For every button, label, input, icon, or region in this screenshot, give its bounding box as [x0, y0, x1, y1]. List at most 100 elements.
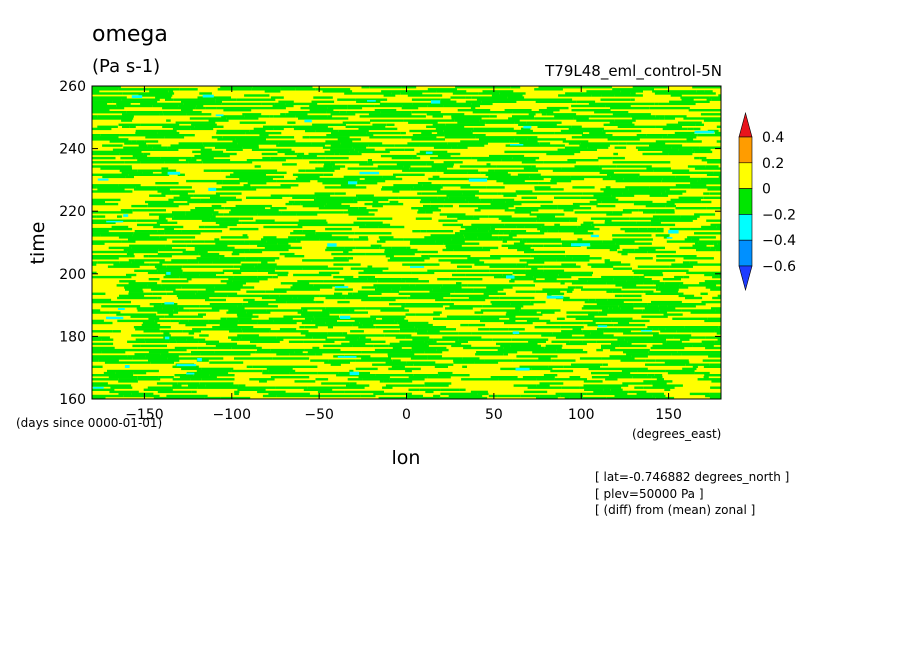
field-cell	[526, 131, 555, 135]
field-cell	[358, 207, 367, 210]
field-cell	[627, 340, 667, 343]
field-cell	[219, 323, 238, 327]
field-cell	[92, 200, 105, 204]
field-cell	[314, 192, 335, 195]
field-cell	[566, 342, 587, 346]
field-cell	[181, 100, 216, 103]
field-cell	[656, 288, 679, 291]
field-cell	[123, 146, 153, 149]
field-cell	[132, 154, 148, 158]
field-cell	[708, 355, 721, 358]
field-cell	[120, 156, 136, 160]
field-cell	[92, 359, 99, 362]
field-cell	[187, 259, 220, 262]
field-cell	[620, 307, 634, 310]
field-cell	[96, 186, 136, 189]
field-cell	[704, 374, 721, 377]
field-cell	[719, 131, 721, 135]
field-cell	[706, 219, 721, 222]
field-cell	[529, 175, 571, 179]
field-cell	[186, 372, 195, 375]
field-cell	[669, 265, 693, 268]
field-cell	[525, 265, 544, 268]
field-cell	[558, 94, 592, 97]
field-cell	[438, 374, 470, 377]
field-cell	[614, 102, 655, 106]
field-cell	[637, 265, 670, 268]
field-cell	[131, 348, 146, 352]
field-cell	[536, 219, 570, 222]
field-cell	[215, 146, 243, 149]
field-cell	[242, 234, 248, 237]
field-cell	[442, 223, 463, 227]
field-cell	[208, 119, 229, 122]
field-cell	[145, 355, 179, 358]
field-cell	[327, 106, 348, 110]
field-cell	[365, 252, 397, 256]
field-cell	[325, 338, 358, 341]
field-cell	[443, 104, 480, 108]
field-cell	[467, 284, 499, 287]
field-cell	[543, 374, 558, 377]
field-cell	[587, 263, 611, 266]
field-cell	[678, 196, 704, 199]
field-cell	[236, 313, 253, 316]
field-cell	[539, 217, 578, 220]
field-cell	[261, 261, 268, 264]
field-cell	[182, 271, 225, 275]
field-cell	[347, 257, 353, 260]
field-cell	[684, 326, 719, 329]
field-cell	[222, 269, 234, 272]
field-cell	[278, 142, 312, 145]
field-cell	[538, 182, 557, 185]
field-cell	[112, 148, 148, 151]
field-cell	[649, 380, 673, 383]
field-cell	[311, 142, 341, 145]
field-cell	[294, 351, 303, 354]
field-cell	[172, 127, 191, 131]
field-cell	[398, 196, 438, 199]
field-cell	[92, 348, 131, 352]
field-cell	[695, 351, 721, 354]
field-cell	[284, 152, 298, 156]
field-cell	[613, 152, 618, 156]
field-cell	[509, 280, 515, 283]
field-cell	[474, 311, 484, 314]
field-cell	[638, 246, 665, 250]
field-cell	[123, 248, 159, 252]
field-cell	[552, 169, 587, 172]
field-cell	[97, 178, 109, 181]
field-cell	[251, 186, 291, 189]
field-cell	[603, 330, 631, 333]
field-cell	[317, 390, 345, 394]
field-cell	[92, 298, 112, 302]
field-cell	[530, 300, 546, 304]
field-cell	[172, 240, 185, 243]
field-cell	[533, 275, 572, 279]
field-cell	[211, 204, 222, 208]
field-cell	[327, 332, 342, 335]
field-cell	[694, 156, 700, 160]
field-cell	[569, 340, 583, 343]
field-cell	[662, 150, 695, 154]
field-cell	[196, 359, 209, 362]
field-cell	[484, 359, 513, 362]
field-cell	[221, 186, 252, 189]
field-cell	[137, 309, 174, 312]
field-cell	[186, 338, 206, 341]
field-cell	[417, 182, 432, 185]
field-cell	[191, 240, 205, 243]
field-cell	[426, 163, 454, 166]
field-cell	[621, 369, 638, 373]
field-cell	[647, 227, 657, 231]
field-cell	[242, 330, 270, 333]
field-cell	[445, 307, 473, 310]
field-cell	[132, 234, 150, 237]
field-cell	[221, 102, 262, 106]
field-cell	[692, 244, 707, 247]
field-cell	[440, 396, 454, 400]
field-cell	[645, 204, 666, 208]
field-cell	[457, 121, 486, 124]
field-cell	[593, 194, 612, 197]
field-cell	[397, 321, 429, 325]
